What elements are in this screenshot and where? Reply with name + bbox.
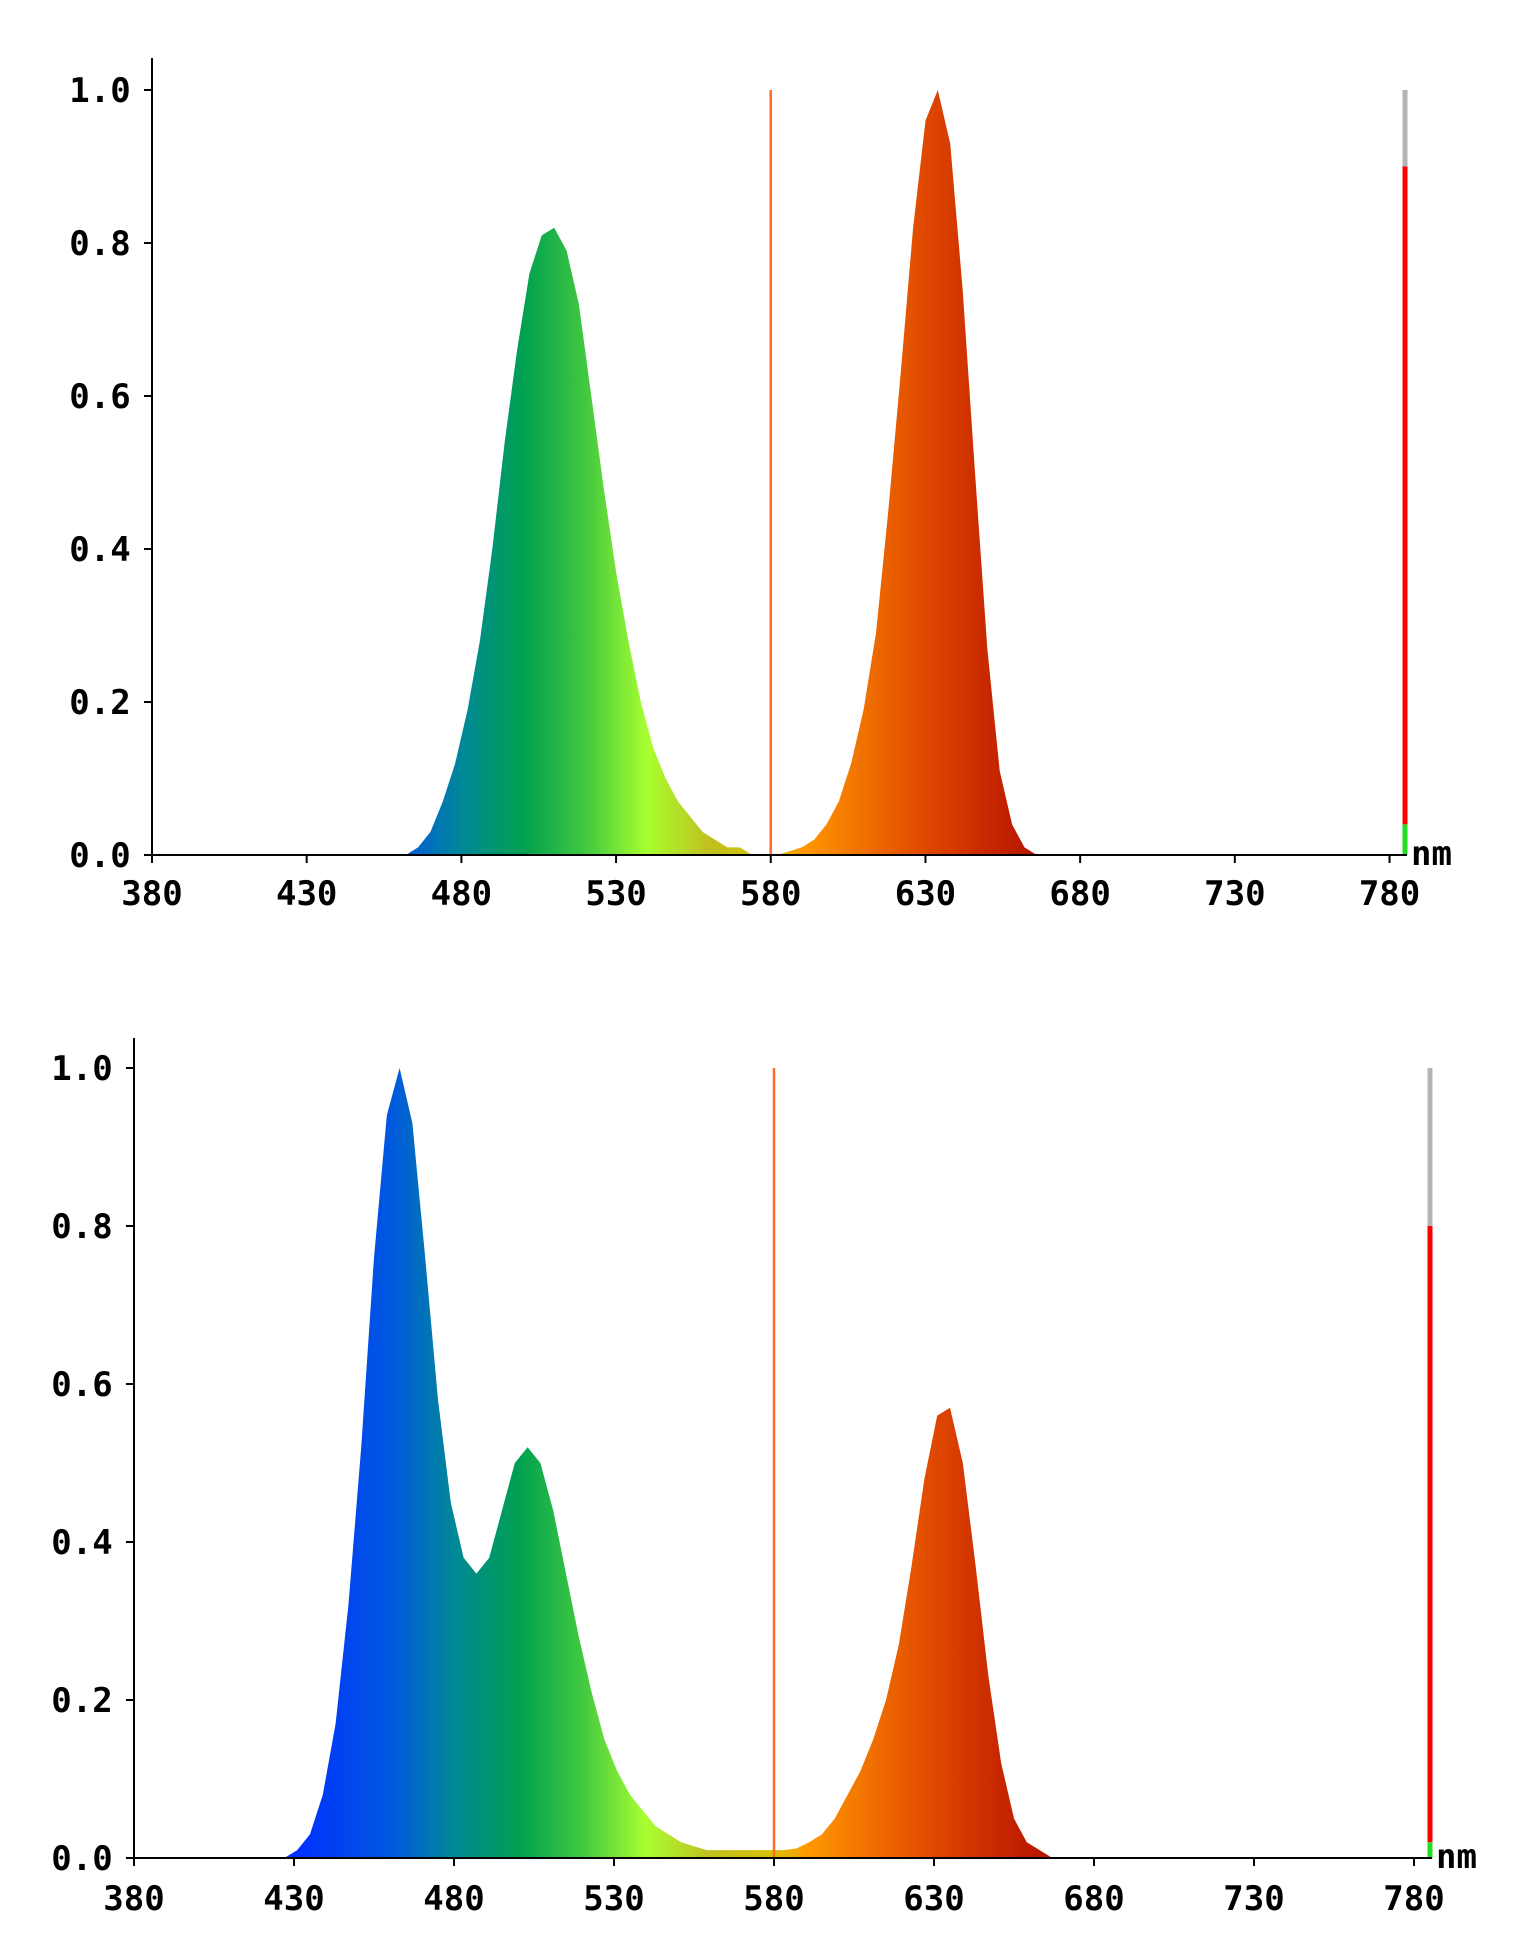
x-tick-label: 730: [1223, 1879, 1284, 1919]
x-tick-label: 530: [583, 1879, 644, 1919]
x-unit-label: nm: [1436, 1837, 1477, 1877]
x-tick-label: 730: [1204, 874, 1265, 914]
spectrum-area-series-0: [405, 90, 1037, 855]
x-tick-label: 580: [740, 874, 801, 914]
y-tick-label: 1.0: [51, 1049, 112, 1089]
x-tick-label: 480: [431, 874, 492, 914]
x-tick-label: 380: [103, 1879, 164, 1919]
x-tick-label: 780: [1359, 874, 1420, 914]
x-tick-label: 430: [276, 874, 337, 914]
y-tick-label: 0.4: [51, 1523, 112, 1563]
y-tick-label: 0.6: [51, 1365, 112, 1405]
y-tick-label: 0.8: [51, 1207, 112, 1247]
y-tick-label: 0.2: [69, 683, 130, 723]
y-tick-label: 0.4: [69, 530, 130, 570]
x-tick-label: 430: [263, 1879, 324, 1919]
x-tick-label: 380: [121, 874, 182, 914]
y-tick-label: 1.0: [69, 71, 130, 111]
x-tick-label: 630: [895, 874, 956, 914]
y-tick-label: 0.6: [69, 377, 130, 417]
spectrum-chart-bottom: 0.0 0.2 0.4 0.6 0.8 1.0 380 430 480 530 580 630 680 7…: [51, 1038, 1477, 1919]
x-tick-label: 530: [585, 874, 646, 914]
x-tick-label: 680: [1049, 874, 1110, 914]
y-tick-label: 0.2: [51, 1681, 112, 1721]
x-tick-label: 780: [1383, 1879, 1444, 1919]
spectrum-chart-top: 0.0 0.2 0.4 0.6 0.8 1.0 380 430 480 530 580 630 680 7…: [69, 58, 1452, 914]
y-tick-label: 0.0: [51, 1839, 112, 1879]
x-unit-label: nm: [1411, 834, 1452, 874]
x-tick-label: 630: [903, 1879, 964, 1919]
x-tick-label: 680: [1063, 1879, 1124, 1919]
spectrum-area-series-0: [284, 1068, 1053, 1858]
x-tick-label: 480: [423, 1879, 484, 1919]
y-tick-label: 0.0: [69, 836, 130, 876]
x-tick-label: 580: [743, 1879, 804, 1919]
y-tick-label: 0.8: [69, 224, 130, 264]
